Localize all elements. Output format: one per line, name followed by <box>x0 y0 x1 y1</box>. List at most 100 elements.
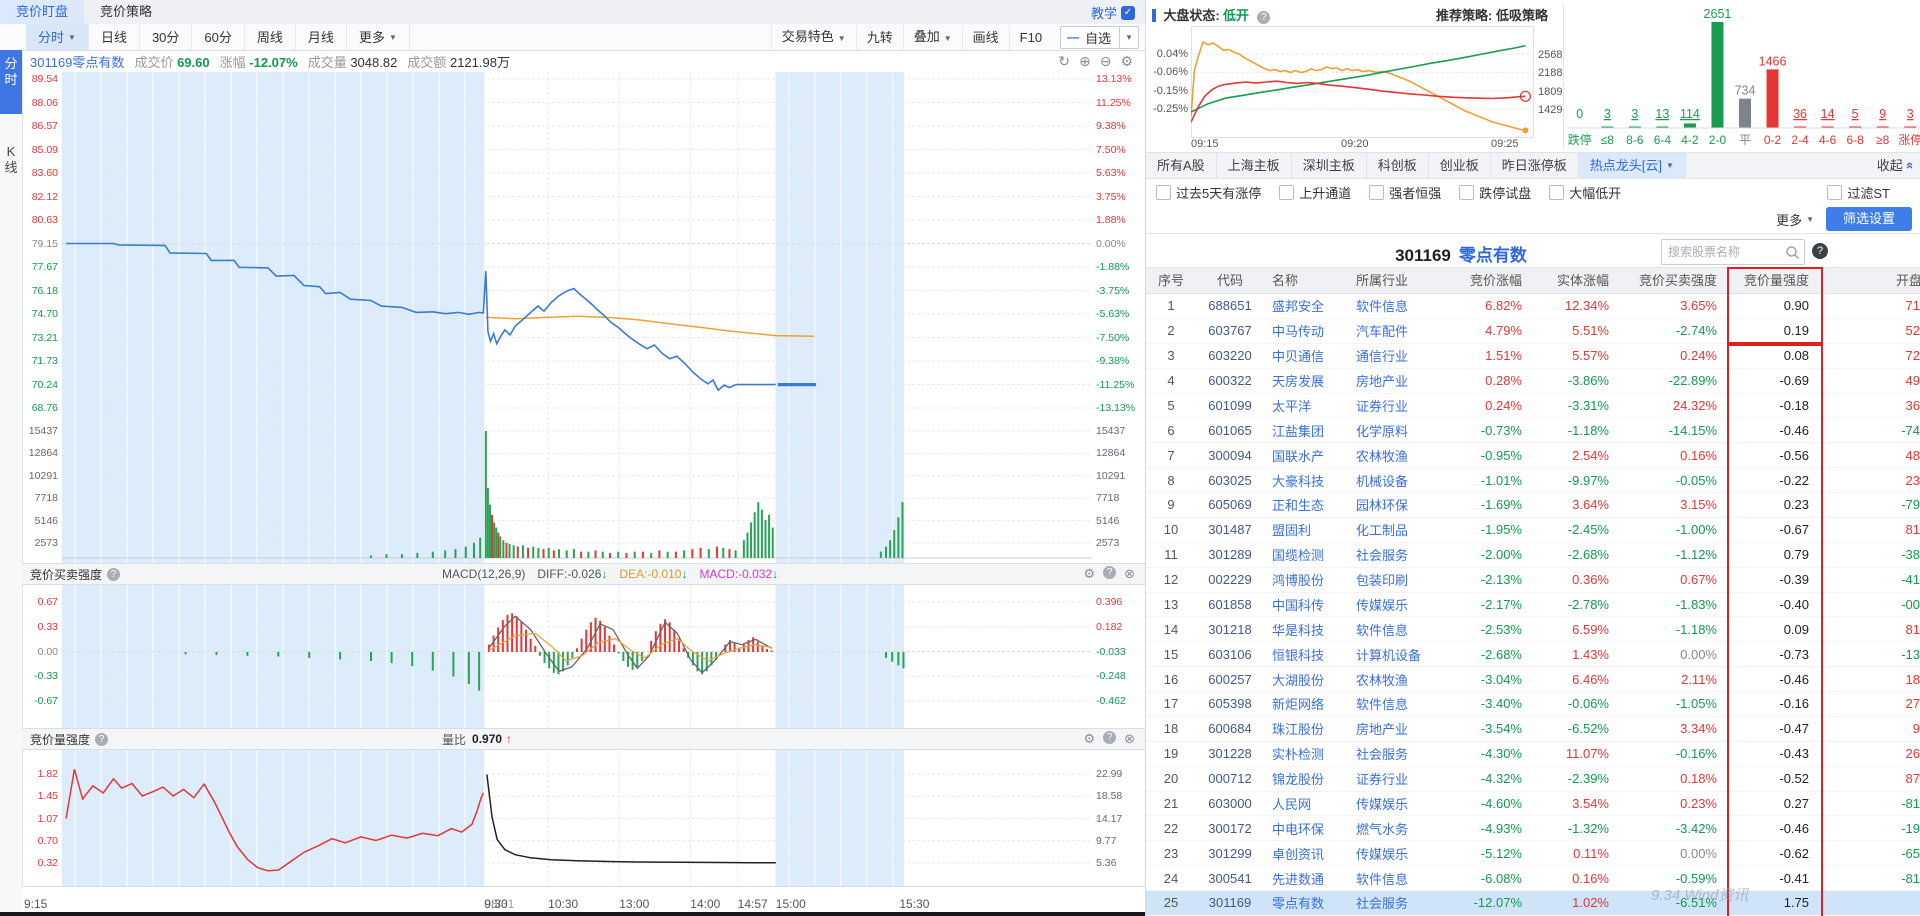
table-row[interactable]: 2 603767 中马传动 汽车配件 4.79% 5.51% -2.74% 0.19 52 <box>1146 319 1920 344</box>
stock-name[interactable]: 中国科传 <box>1272 597 1325 613</box>
industry[interactable]: 社会服务 <box>1356 747 1409 763</box>
board-tab-热点龙头[云][interactable]: 热点龙头[云] ▼ <box>1578 153 1686 178</box>
top-tab-竞价盯盘[interactable]: 竞价盯盘 <box>0 0 85 24</box>
column-header-开盘涨幅[interactable]: 开盘涨幅 <box>1896 273 1920 288</box>
stock-code[interactable]: 002229 <box>1208 572 1252 588</box>
tool-F10[interactable]: F10 <box>1008 24 1052 50</box>
stock-code[interactable]: 605398 <box>1208 696 1252 712</box>
stock-name[interactable]: 中贝通信 <box>1272 349 1325 365</box>
question-icon[interactable]: ? <box>1103 566 1117 579</box>
stock-code[interactable]: 300172 <box>1208 820 1252 836</box>
gear-icon[interactable]: ⚙ <box>1083 566 1096 581</box>
industry[interactable]: 通信行业 <box>1356 349 1409 365</box>
industry[interactable]: 证券行业 <box>1356 772 1409 788</box>
board-tab-上海主板[interactable]: 上海主板 <box>1217 153 1292 178</box>
period-tab-日线[interactable]: 日线 <box>89 24 140 50</box>
stock-code[interactable]: 600257 <box>1208 671 1252 687</box>
period-tab-60分[interactable]: 60分 <box>192 24 245 50</box>
industry[interactable]: 农林牧渔 <box>1356 672 1409 688</box>
question-icon[interactable]: ? <box>107 567 121 581</box>
question-icon[interactable]: ? <box>95 732 109 746</box>
stock-name[interactable]: 盛邦安全 <box>1272 299 1325 315</box>
table-row[interactable]: 25 301169 零点有数 社会服务 -12.07% 1.02% -6.51% 1.75 <box>1146 891 1920 916</box>
teach-link[interactable]: 教学 ✓ <box>1091 3 1135 22</box>
table-row[interactable]: 13 601858 中国科传 传媒娱乐 -2.17% -2.78% -1.83% -0.40 -… <box>1146 593 1920 618</box>
stock-code[interactable]: 301169 <box>1208 895 1252 911</box>
industry[interactable]: 传媒娱乐 <box>1356 846 1409 862</box>
period-tab-月线[interactable]: 月线 <box>296 24 347 50</box>
zoom-in-icon[interactable]: ⊕ <box>1078 53 1091 69</box>
industry[interactable]: 房地产业 <box>1356 374 1409 390</box>
stock-name[interactable]: 人民网 <box>1272 796 1312 812</box>
board-tab-创业板[interactable]: 创业板 <box>1429 153 1491 178</box>
table-row[interactable]: 16 600257 大湖股份 农林牧渔 -3.04% 6.46% 2.11% -0.46 18 <box>1146 667 1920 692</box>
search-icon[interactable] <box>1785 245 1800 260</box>
stock-name[interactable]: 锦龙股份 <box>1272 772 1325 788</box>
column-header-竞价涨幅[interactable]: 竞价涨幅 <box>1469 273 1522 288</box>
top-tab-竞价策略[interactable]: 竞价策略 <box>100 4 153 19</box>
table-row[interactable]: 21 603000 人民网 传媒娱乐 -4.60% 3.54% 0.23% 0.27 -81 <box>1146 792 1920 817</box>
industry[interactable]: 软件信息 <box>1356 697 1409 713</box>
gear-icon[interactable]: ⚙ <box>1083 731 1096 746</box>
board-tab-昨日涨停板[interactable]: 昨日涨停板 <box>1491 153 1579 178</box>
refresh-icon[interactable]: ↻ <box>1058 53 1070 69</box>
table-row[interactable]: 5 601099 太平洋 证券行业 0.24% -3.31% 24.32% -0.18 36 <box>1146 394 1920 419</box>
stock-name[interactable]: 珠江股份 <box>1272 722 1325 738</box>
stock-code[interactable]: 301487 <box>1208 522 1252 538</box>
collapse-button[interactable]: 收起 » <box>1877 153 1916 178</box>
stock-name[interactable]: 中马传动 <box>1272 324 1325 340</box>
question-icon[interactable]: ? <box>1103 731 1117 744</box>
stock-code[interactable]: 600322 <box>1208 373 1252 389</box>
stock-code[interactable]: 300541 <box>1208 870 1252 886</box>
period-tab-更多[interactable]: 更多 ▼ <box>347 24 410 50</box>
filter-checkbox-跌停试盘[interactable]: 跌停试盘 <box>1459 183 1531 202</box>
period-tab-分时[interactable]: 分时 ▼ <box>26 24 89 50</box>
stock-name[interactable]: 华是科技 <box>1272 622 1325 638</box>
stock-name[interactable]: 新炬网络 <box>1272 697 1325 713</box>
industry[interactable]: 计算机设备 <box>1356 647 1422 663</box>
column-header-序号[interactable]: 序号 <box>1157 273 1184 288</box>
stock-code-name[interactable]: 301169零点有数 <box>30 54 125 70</box>
stock-name[interactable]: 江盐集团 <box>1272 423 1325 439</box>
stock-name[interactable]: 卓创资讯 <box>1272 846 1325 862</box>
market-overview-chart[interactable] <box>1191 26 1534 140</box>
filter-checkbox-上升通道[interactable]: 上升通道 <box>1279 183 1351 202</box>
close-icon[interactable]: ⊗ <box>1124 731 1135 746</box>
stock-code[interactable]: 301289 <box>1208 547 1252 563</box>
table-row[interactable]: 9 605069 正和生态 园林环保 -1.69% 3.64% 3.15% 0.23 -79 <box>1146 493 1920 518</box>
stock-code[interactable]: 603220 <box>1208 348 1252 364</box>
table-row[interactable]: 8 603025 大豪科技 机械设备 -1.01% -9.97% -0.05% -0.22 23 <box>1146 468 1920 493</box>
column-header-竞价量强度[interactable]: 竞价量强度 <box>1743 273 1809 288</box>
stock-name[interactable]: 零点有数 <box>1272 896 1325 912</box>
filter-settings-button[interactable]: 筛选设置 <box>1826 207 1912 231</box>
advance-decline-histogram[interactable]: 0 跌停 3 ≤8 3 8-6 13 6-4 114 4-2 2651 2-0 734 平 1466 0-2 3… <box>1566 4 1920 152</box>
stock-code[interactable]: 603106 <box>1208 646 1252 662</box>
table-row[interactable]: 24 300541 先进数通 软件信息 -6.08% 0.16% -0.59% -0.41 -8… <box>1146 866 1920 891</box>
help-icon[interactable]: ? <box>1812 243 1828 259</box>
stock-code[interactable]: 601099 <box>1208 397 1252 413</box>
stock-name[interactable]: 太平洋 <box>1272 398 1312 414</box>
stock-name[interactable]: 盟固利 <box>1272 523 1312 539</box>
stock-name[interactable]: 先进数通 <box>1272 871 1325 887</box>
side-tab-timeshare[interactable]: 分时 <box>0 50 22 114</box>
filter-checkbox-过去5天有涨停[interactable]: 过去5天有涨停 <box>1156 183 1261 202</box>
period-tab-30分[interactable]: 30分 <box>140 24 193 50</box>
column-header-所属行业[interactable]: 所属行业 <box>1356 273 1409 288</box>
tool-九转[interactable]: 九转 <box>855 24 903 50</box>
industry[interactable]: 园林环保 <box>1356 498 1409 514</box>
stock-name[interactable]: 大豪科技 <box>1272 473 1325 489</box>
stock-code[interactable]: 301299 <box>1208 845 1252 861</box>
industry[interactable]: 传媒娱乐 <box>1356 597 1409 613</box>
table-row[interactable]: 11 301289 国缆检测 社会服务 -2.00% -2.68% -1.12% 0.79 -3… <box>1146 543 1920 568</box>
stock-code[interactable]: 601858 <box>1208 596 1252 612</box>
stock-name[interactable]: 正和生态 <box>1272 498 1325 514</box>
stock-code[interactable]: 600684 <box>1208 721 1252 737</box>
industry[interactable]: 传媒娱乐 <box>1356 796 1409 812</box>
industry[interactable]: 社会服务 <box>1356 548 1409 564</box>
period-tab-周线[interactable]: 周线 <box>245 24 296 50</box>
industry[interactable]: 社会服务 <box>1356 896 1409 912</box>
board-tab-科创板[interactable]: 科创板 <box>1367 153 1429 178</box>
industry[interactable]: 汽车配件 <box>1356 324 1409 340</box>
column-header-竞价买卖强度[interactable]: 竞价买卖强度 <box>1638 273 1717 288</box>
column-header-实体涨幅[interactable]: 实体涨幅 <box>1556 273 1609 288</box>
